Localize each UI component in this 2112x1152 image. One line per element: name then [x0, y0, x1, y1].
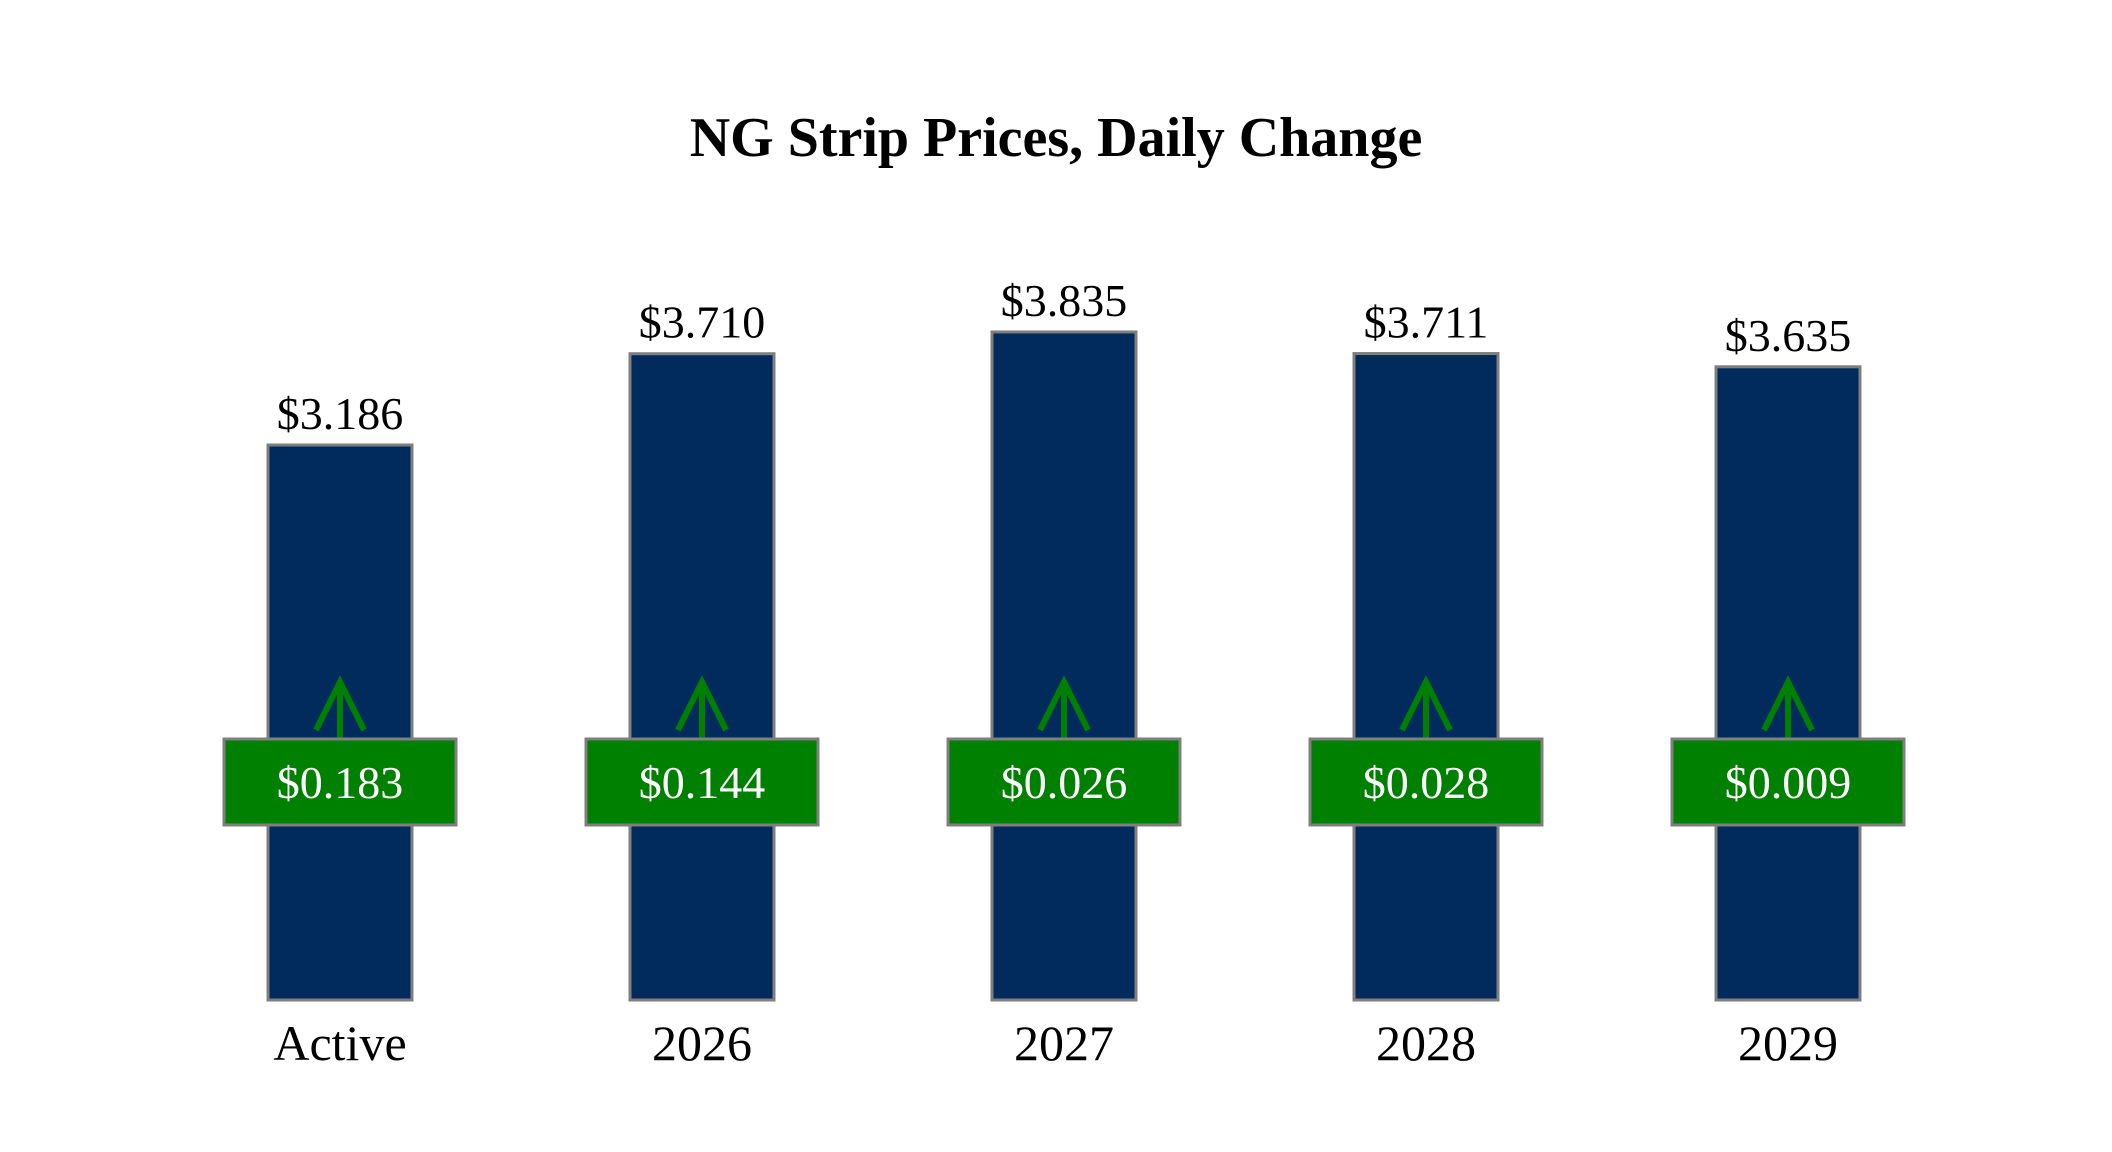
change-value-label: $0.028: [1363, 757, 1490, 808]
x-tick-label: 2028: [1376, 1015, 1476, 1071]
change-box: [584, 737, 820, 827]
bar-value-label: $3.635: [1725, 310, 1852, 361]
change-value-label: $0.144: [639, 757, 766, 808]
up-arrow-icon: [1037, 675, 1091, 732]
up-arrow-icon: [675, 675, 729, 732]
x-tick-label: Active: [273, 1015, 406, 1071]
change-box: [1670, 737, 1906, 827]
bar-value-label: $3.835: [1001, 275, 1128, 326]
change-box: [1308, 737, 1544, 827]
bar-value-label: $3.711: [1364, 297, 1489, 348]
change-value-label: $0.183: [277, 757, 404, 808]
up-arrow-icon: [313, 675, 367, 732]
x-tick-label: 2029: [1738, 1015, 1838, 1071]
x-tick-label: 2027: [1014, 1015, 1114, 1071]
bar: [990, 330, 1138, 1002]
x-tick-label: 2026: [652, 1015, 752, 1071]
bar-value-label: $3.710: [639, 297, 766, 348]
change-value-label: $0.009: [1725, 757, 1852, 808]
chart-title: NG Strip Prices, Daily Change: [690, 107, 1423, 169]
change-box: [946, 737, 1182, 827]
change-box: [222, 737, 458, 827]
bar-value-label: $3.186: [277, 388, 404, 439]
change-value-label: $0.026: [1001, 757, 1128, 808]
up-arrow-icon: [1399, 675, 1453, 732]
up-arrow-icon: [1761, 675, 1815, 732]
chart-marks: $3.186 Active $0.183 $3.710 2026 $0.144 $3.835…: [222, 275, 1906, 1071]
